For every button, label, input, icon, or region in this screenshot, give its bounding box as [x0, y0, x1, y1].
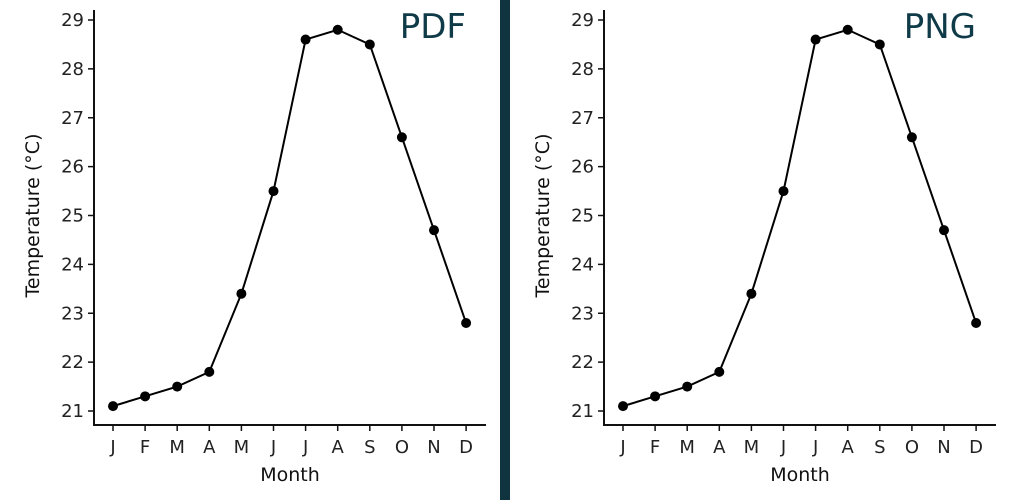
- x-tick-label: A: [713, 437, 726, 458]
- x-tick-label: S: [874, 437, 885, 458]
- y-tick-label: 26: [61, 157, 84, 178]
- chart-panel-png: 21 22 23 24 25 26 27 28 29 J F M A M J J A S O N D Month Tempe…: [510, 0, 1010, 500]
- x-tick-label: S: [364, 437, 375, 458]
- data-point: [300, 34, 311, 45]
- y-tick-label: 29: [571, 10, 594, 31]
- y-tick-label: 23: [571, 303, 594, 324]
- data-point: [429, 225, 439, 236]
- y-tick-label: 22: [61, 352, 84, 373]
- data-point: [236, 288, 247, 299]
- x-tick-label: A: [332, 437, 345, 458]
- x-tick-label: J: [780, 437, 786, 458]
- x-tick-label: J: [812, 437, 818, 458]
- x-tick-label: J: [109, 437, 115, 458]
- x-axis-title: Month: [770, 464, 830, 486]
- x-tick-label: A: [842, 437, 855, 458]
- x-tick-label: J: [619, 437, 625, 458]
- data-point: [971, 318, 982, 329]
- data-point: [810, 34, 821, 45]
- data-point: [396, 132, 407, 143]
- data-point: [842, 24, 853, 35]
- data-point: [682, 381, 693, 392]
- x-tick-label: F: [140, 437, 150, 458]
- data-point: [874, 39, 885, 50]
- y-tick-label: 24: [571, 254, 594, 275]
- data-point: [364, 39, 375, 50]
- x-tick-label: M: [234, 437, 250, 458]
- data-point: [204, 366, 215, 377]
- x-tick-label: N: [427, 437, 440, 458]
- data-point: [778, 186, 789, 197]
- x-tick-label: D: [969, 437, 983, 458]
- data-point: [332, 24, 343, 35]
- data-point: [939, 225, 949, 236]
- data-point: [906, 132, 917, 143]
- x-tick-label: A: [203, 437, 216, 458]
- y-tick-label: 25: [571, 206, 594, 227]
- data-point: [618, 401, 628, 412]
- x-tick-label: M: [679, 437, 695, 458]
- x-tick-label: O: [395, 437, 409, 458]
- data-point: [172, 381, 183, 392]
- x-tick-label: N: [937, 437, 950, 458]
- y-tick-label: 26: [571, 157, 594, 178]
- series-line: [112, 28, 468, 408]
- x-tick-label: O: [905, 437, 919, 458]
- data-point: [108, 401, 118, 412]
- y-tick-label: 21: [61, 401, 84, 422]
- data-point: [650, 391, 661, 402]
- y-tick-label: 23: [61, 303, 84, 324]
- y-tick-label: 24: [61, 254, 84, 275]
- chart-panel-pdf: 21 22 23 24 25 26 27 28 29 J F M A M J J A S O N D Month Tempe…: [0, 0, 500, 500]
- x-tick-label: M: [169, 437, 185, 458]
- series-line: [622, 28, 978, 408]
- x-tick-label: M: [744, 437, 760, 458]
- x-tick-label: J: [302, 437, 308, 458]
- panel-divider: [500, 0, 510, 500]
- x-tick-label: J: [270, 437, 276, 458]
- y-tick-label: 21: [571, 401, 594, 422]
- y-axis-title: Temperature (°C): [22, 134, 44, 299]
- y-tick-label: 27: [571, 108, 594, 129]
- y-axis-title: Temperature (°C): [532, 134, 554, 299]
- y-tick-label: 29: [61, 10, 84, 31]
- x-axis-title: Month: [260, 464, 320, 486]
- x-tick-label: F: [650, 437, 660, 458]
- data-point: [714, 366, 725, 377]
- corner-format-label: PDF: [400, 7, 466, 47]
- y-tick-label: 25: [61, 206, 84, 227]
- data-point: [268, 186, 279, 197]
- y-tick-label: 28: [571, 59, 594, 80]
- y-tick-label: 28: [61, 59, 84, 80]
- x-tick-label: D: [459, 437, 473, 458]
- y-tick-label: 22: [571, 352, 594, 373]
- data-point: [140, 391, 151, 402]
- y-tick-label: 27: [61, 108, 84, 129]
- corner-format-label: PNG: [904, 7, 976, 47]
- data-point: [461, 318, 472, 329]
- data-point: [746, 288, 757, 299]
